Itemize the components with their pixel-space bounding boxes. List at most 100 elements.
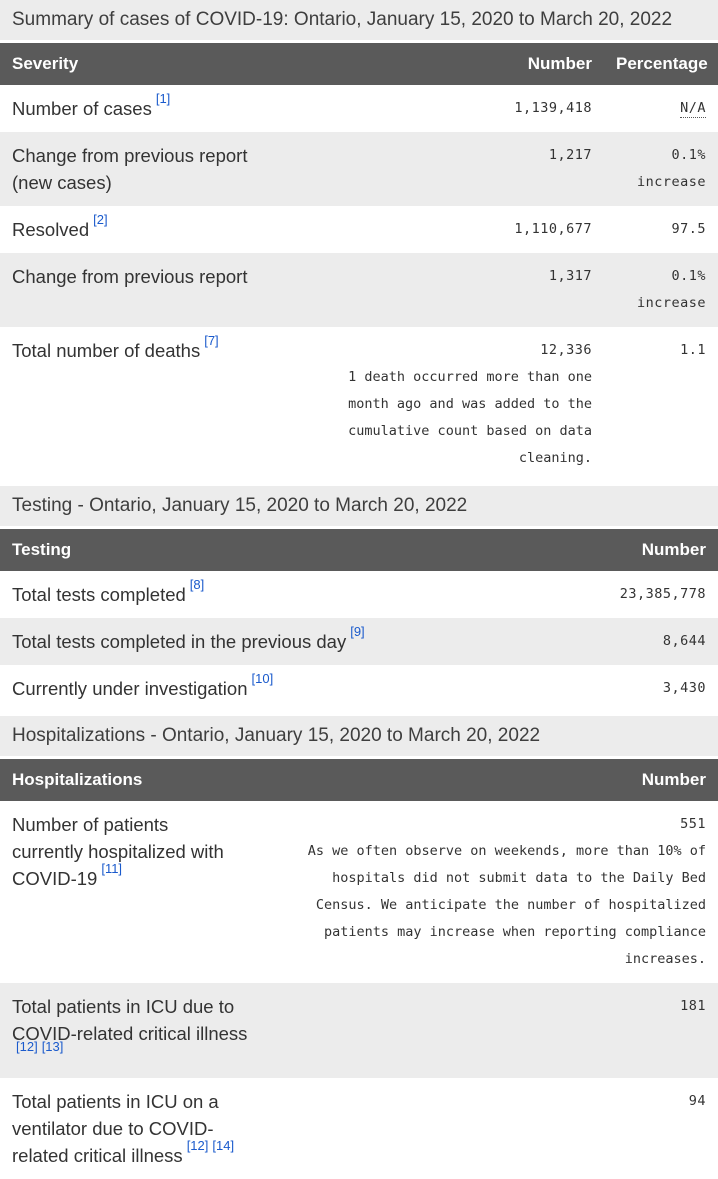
- row-label: Number of patients currently hospitalize…: [12, 814, 224, 889]
- row-label-cell: Number of patients currently hospitalize…: [0, 801, 272, 983]
- footnote-link[interactable]: [12]: [16, 1039, 38, 1054]
- row-label: Change from previous report (new cases): [12, 145, 248, 193]
- summary-table: Severity Number Percentage Number of cases[…: [0, 43, 718, 482]
- percentage-cell: N/A: [604, 85, 718, 132]
- section-heading: Hospitalizations - Ontario, January 15, …: [0, 716, 718, 756]
- number-value: 23,385,778: [619, 586, 706, 602]
- number-cell: 1,317: [274, 253, 604, 327]
- table-row: Number of cases [1] 1,139,418 N/A: [0, 85, 718, 132]
- row-label: Total tests completed: [12, 584, 186, 605]
- row-label: Total patients in ICU due to COVID-relat…: [12, 996, 248, 1044]
- section-summary: Summary of cases of COVID-19: Ontario, J…: [0, 0, 718, 482]
- row-label-cell: Change from previous report (new cases): [0, 132, 274, 206]
- hospitalizations-table: Hospitalizations Number Number of patients…: [0, 759, 718, 1179]
- section-heading: Summary of cases of COVID-19: Ontario, J…: [0, 0, 718, 40]
- footnote-link[interactable]: [7]: [204, 332, 219, 348]
- footnote-sup: [1]: [156, 92, 170, 112]
- table-row: Number of patients currently hospitalize…: [0, 801, 718, 983]
- table-row: Currently under investigation [10] 3,430: [0, 665, 718, 712]
- footnote-link[interactable]: [8]: [189, 576, 205, 592]
- row-label: Currently under investigation: [12, 678, 248, 699]
- column-header: Testing: [0, 529, 450, 571]
- table-header-row: Severity Number Percentage: [0, 43, 718, 85]
- row-label-cell: Change from previous report: [0, 253, 274, 327]
- footnote-link[interactable]: [11]: [101, 860, 123, 876]
- testing-table: Testing Number Total tests completed [8] 23,…: [0, 529, 718, 712]
- number-cell: 1,217: [274, 132, 604, 206]
- footnote-sup: [7]: [204, 334, 218, 354]
- footnote-sup: [2]: [93, 213, 107, 233]
- column-header: Hospitalizations: [0, 759, 272, 801]
- row-label-cell: Currently under investigation [10]: [0, 665, 450, 712]
- row-label: Number of cases: [12, 98, 152, 119]
- number-value: 1,139,418: [514, 100, 592, 116]
- column-header: Percentage: [604, 43, 718, 85]
- number-note: As we often observe on weekends, more th…: [307, 843, 706, 967]
- table-row: Change from previous report (new cases) 1…: [0, 132, 718, 206]
- section-hospitalizations: Hospitalizations - Ontario, January 15, …: [0, 716, 718, 1179]
- row-label-cell: Total number of deaths [7]: [0, 327, 274, 482]
- table-row: Total patients in ICU due to COVID-relat…: [0, 983, 718, 1079]
- section-heading: Testing - Ontario, January 15, 2020 to M…: [0, 486, 718, 526]
- footnote-link[interactable]: [2]: [93, 211, 108, 227]
- row-label: Resolved: [12, 219, 90, 240]
- row-label: Total patients in ICU on a ventilator du…: [12, 1091, 219, 1167]
- table-row: Change from previous report 1,317 0.1% inc…: [0, 253, 718, 327]
- footnote-link[interactable]: [9]: [350, 623, 365, 639]
- percentage-value: 97.5: [671, 221, 706, 237]
- row-label: Total tests completed in the previous da…: [12, 631, 347, 652]
- row-label-cell: Resolved [2]: [0, 206, 274, 253]
- percentage-value: 0.1% increase: [636, 147, 706, 190]
- number-cell: 8,644: [450, 618, 718, 665]
- number-value: 1,317: [548, 268, 592, 284]
- footnote-link[interactable]: [1]: [155, 90, 171, 106]
- number-cell: 3,430: [450, 665, 718, 712]
- number-cell: 181: [272, 983, 718, 1078]
- number-cell: 94: [272, 1078, 718, 1179]
- row-label-cell: Total patients in ICU on a ventilator du…: [0, 1078, 272, 1179]
- number-value: 8,644: [662, 633, 706, 649]
- row-label-cell: Total patients in ICU due to COVID-relat…: [0, 983, 272, 1078]
- footnote-link[interactable]: [14]: [212, 1138, 235, 1153]
- footnote-sup: [9]: [350, 625, 364, 645]
- column-header: Severity: [0, 43, 274, 85]
- table-row: Total number of deaths [7] 12,336 1 death o…: [0, 327, 718, 482]
- footnote-link[interactable]: [10]: [251, 670, 274, 686]
- row-label: Change from previous report: [12, 266, 248, 287]
- table-row: Resolved [2] 1,110,677 97.5: [0, 206, 718, 253]
- number-value: 181: [680, 998, 706, 1014]
- percentage-value: 1.1: [680, 342, 706, 358]
- footnote-link[interactable]: [12]: [186, 1138, 209, 1153]
- number-value: 12,336: [540, 342, 592, 358]
- percentage-cell: 1.1: [604, 327, 718, 482]
- footnote-sup: [12]: [16, 1040, 38, 1060]
- table-row: Total patients in ICU on a ventilator du…: [0, 1078, 718, 1179]
- footnote-sup: [8]: [190, 578, 204, 598]
- column-header: Number: [274, 43, 604, 85]
- column-header: Number: [450, 529, 718, 571]
- number-cell: 12,336 1 death occurred more than one mon…: [274, 327, 604, 482]
- percentage-cell: 0.1% increase: [604, 132, 718, 206]
- number-cell: 1,139,418: [274, 85, 604, 132]
- row-label-cell: Total tests completed [8]: [0, 571, 450, 618]
- footnote-link[interactable]: [13]: [41, 1039, 64, 1054]
- percentage-abbr: N/A: [680, 100, 706, 118]
- footnote-sup: [14]: [212, 1139, 234, 1159]
- number-note: 1 death occurred more than one month ago…: [348, 369, 592, 466]
- percentage-cell: 0.1% increase: [604, 253, 718, 327]
- number-cell: 551 As we often observe on weekends, more…: [272, 801, 718, 983]
- table-row: Total tests completed [8] 23,385,778: [0, 571, 718, 618]
- number-value: 3,430: [662, 680, 706, 696]
- percentage-value: 0.1% increase: [636, 268, 706, 311]
- number-value: 1,217: [548, 147, 592, 163]
- table-row: Total tests completed in the previous da…: [0, 618, 718, 665]
- footnote-sup: [11]: [101, 862, 122, 882]
- number-value: 1,110,677: [514, 221, 592, 237]
- table-header-row: Hospitalizations Number: [0, 759, 718, 801]
- percentage-cell: 97.5: [604, 206, 718, 253]
- footnote-sup: [13]: [42, 1040, 64, 1060]
- number-cell: 1,110,677: [274, 206, 604, 253]
- row-label-cell: Total tests completed in the previous da…: [0, 618, 450, 665]
- footnote-sup: [10]: [252, 672, 274, 692]
